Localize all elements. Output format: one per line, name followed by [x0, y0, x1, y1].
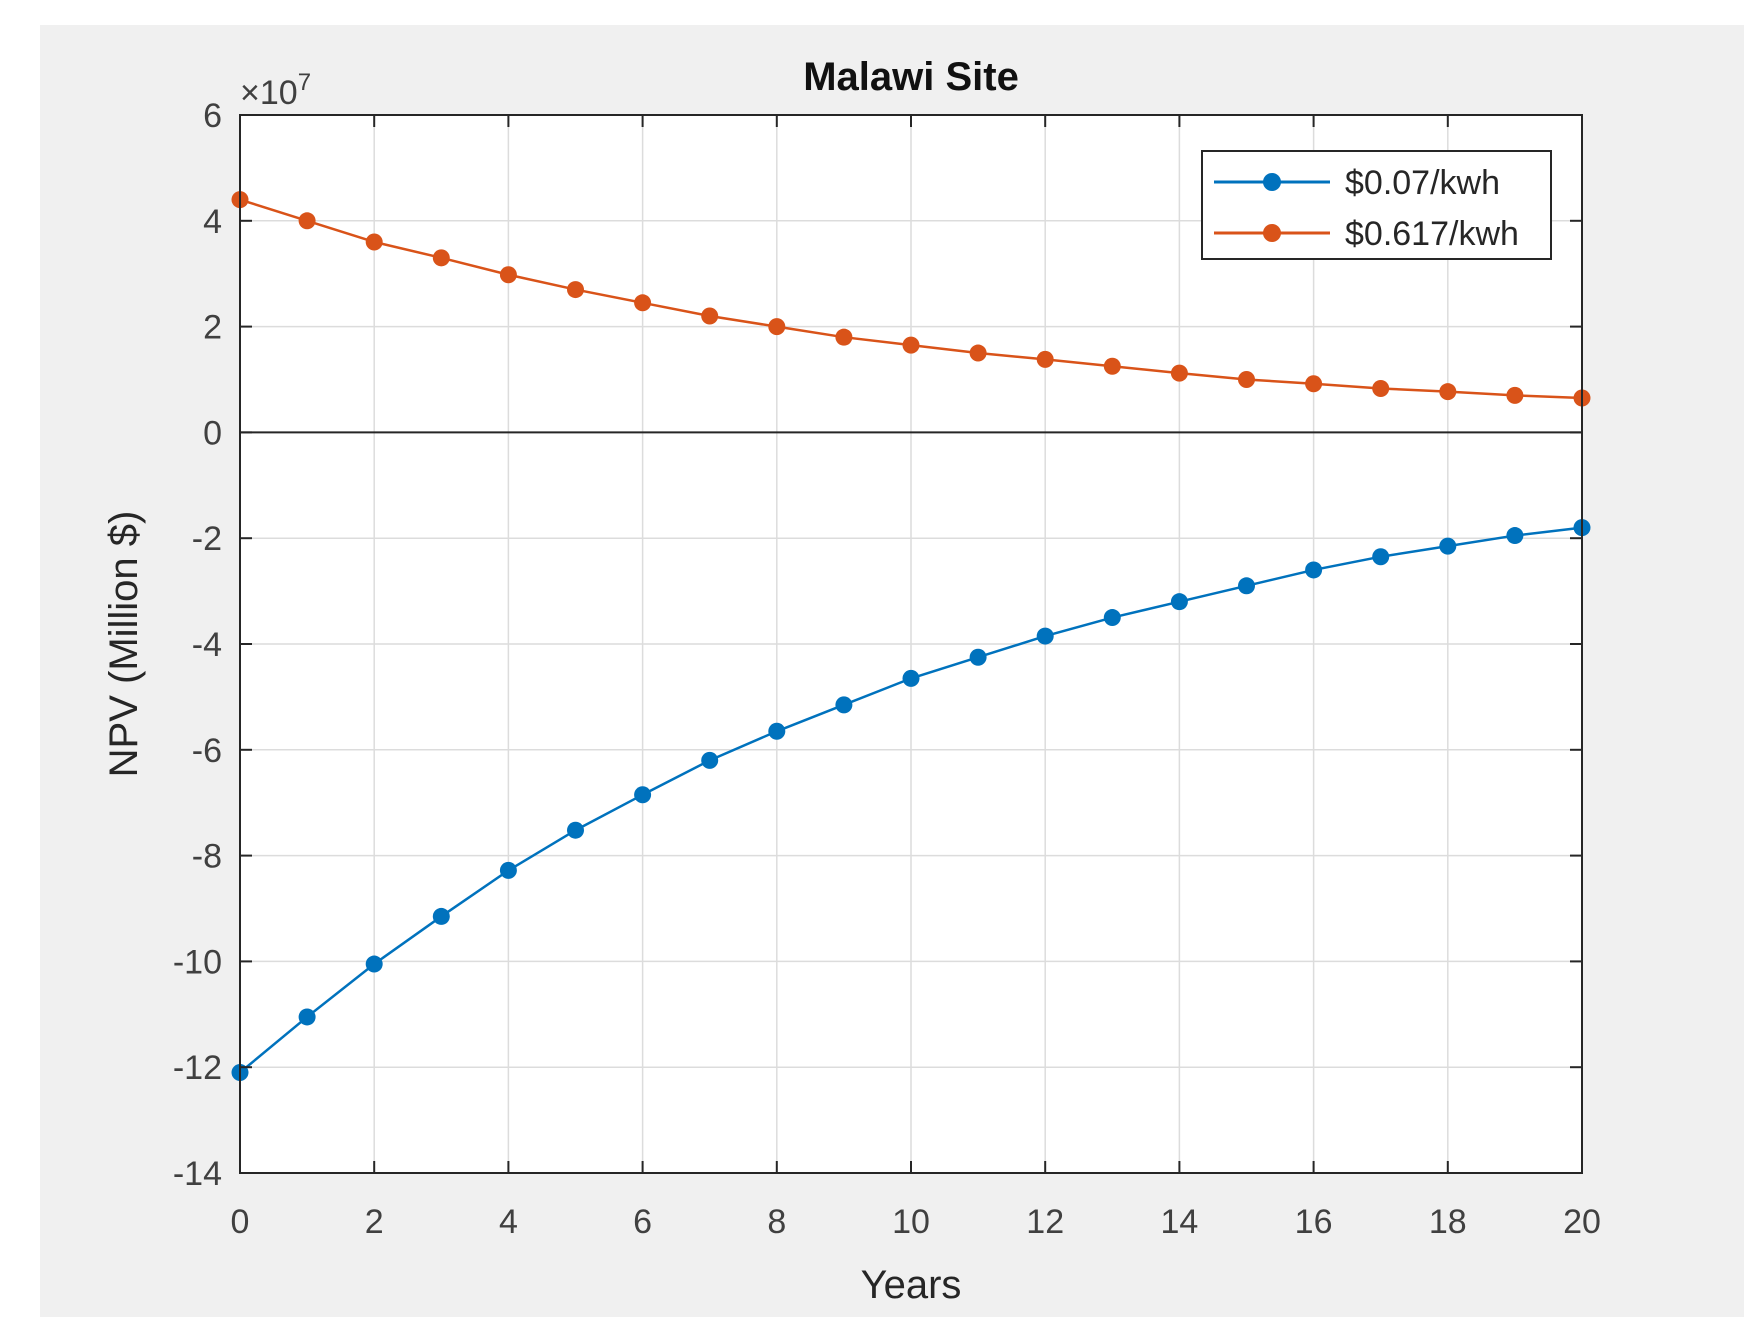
y-tick-label: -12: [173, 1049, 222, 1087]
legend-label-1: $0.617/kwh: [1345, 215, 1519, 253]
y-tick-label: 2: [203, 309, 222, 347]
series-1-point: [902, 336, 920, 354]
series-1-point: [1305, 375, 1323, 393]
series-0-point: [1036, 627, 1054, 645]
series-1-point: [835, 328, 853, 346]
series-0-point: [634, 786, 652, 804]
x-tick-label: 6: [633, 1203, 652, 1241]
series-1-point: [298, 212, 316, 230]
y-tick-label: -2: [192, 520, 222, 558]
legend-label-0: $0.07/kwh: [1345, 164, 1500, 202]
series-1-point: [365, 233, 383, 251]
series-1-point: [1036, 350, 1054, 368]
series-1-point: [768, 318, 786, 336]
x-tick-label: 4: [499, 1203, 518, 1241]
y-tick-label: -4: [192, 626, 222, 664]
series-0-point: [835, 696, 853, 714]
x-axis-label: Years: [861, 1263, 962, 1307]
series-1-point: [499, 266, 517, 284]
series-1-point: [432, 249, 450, 267]
legend-box: [1201, 150, 1552, 260]
series-0-point: [499, 861, 517, 879]
series-1-point: [1439, 383, 1457, 401]
series-1-point: [701, 307, 719, 325]
series-1-point: [567, 281, 584, 299]
series-1-point: [1238, 371, 1255, 388]
x-tick-label: 10: [892, 1203, 930, 1241]
y-tick-label: 4: [203, 203, 222, 241]
series-0: [231, 519, 1591, 1081]
x-tick-label: 16: [1295, 1203, 1333, 1241]
legend-marker-0: [1263, 173, 1281, 191]
legend: $0.07/kwh $0.617/kwh: [1201, 150, 1552, 260]
series-1-point: [1103, 357, 1121, 375]
series-0-point: [1103, 609, 1121, 627]
x-tick-label: 8: [767, 1203, 786, 1241]
y-axis-label: NPV (Million $): [102, 511, 146, 778]
series-1-point: [1170, 364, 1188, 382]
y-exponent-base: ×10: [240, 74, 298, 112]
x-tick-label: 18: [1429, 1203, 1467, 1241]
series-1: [231, 191, 1591, 407]
series-0-point: [1305, 561, 1323, 579]
series-0-point: [701, 751, 719, 769]
series-0-point: [298, 1008, 316, 1026]
x-tick-label: 12: [1026, 1203, 1064, 1241]
y-tick-label: -14: [173, 1155, 222, 1193]
series-1-point: [1506, 386, 1524, 404]
y-tick-label: 6: [203, 97, 222, 135]
series-0-point: [902, 669, 920, 687]
series-1-point: [1372, 379, 1390, 397]
series-0-point: [365, 955, 383, 973]
x-tick-labels: 0 2 4 6 8 10 12 14 16 18 20: [231, 1203, 1601, 1241]
x-tick-label: 20: [1563, 1203, 1601, 1241]
chart-title: Malawi Site: [803, 55, 1019, 99]
series-0-point: [567, 821, 584, 839]
series-0-point: [432, 907, 450, 925]
y-tick-label: -8: [192, 838, 222, 876]
series-0-point: [1170, 593, 1188, 611]
series-0-point: [1372, 548, 1390, 566]
series-0-point: [1238, 577, 1255, 595]
ticks: [239, 114, 1583, 1174]
x-tick-label: 14: [1160, 1203, 1198, 1241]
legend-marker-1: [1263, 224, 1281, 242]
y-tick-labels: -14 -12 -10 -8 -6 -4 -2 0 2 4 6: [173, 97, 222, 1193]
series-1-point: [634, 294, 652, 312]
series-layer: [231, 191, 1591, 1081]
series-0-point: [768, 722, 786, 740]
y-exponent-label: ×107: [240, 69, 311, 112]
series-0-point: [1439, 537, 1457, 555]
series-0-point: [1506, 527, 1524, 545]
x-tick-label: 0: [231, 1203, 250, 1241]
series-1-point: [969, 344, 987, 362]
y-tick-label: -6: [192, 732, 222, 770]
series-0-point: [969, 648, 987, 666]
y-tick-label: -10: [173, 943, 222, 981]
x-tick-label: 2: [365, 1203, 384, 1241]
y-tick-label: 0: [203, 414, 222, 452]
y-exponent-power: 7: [298, 69, 311, 96]
